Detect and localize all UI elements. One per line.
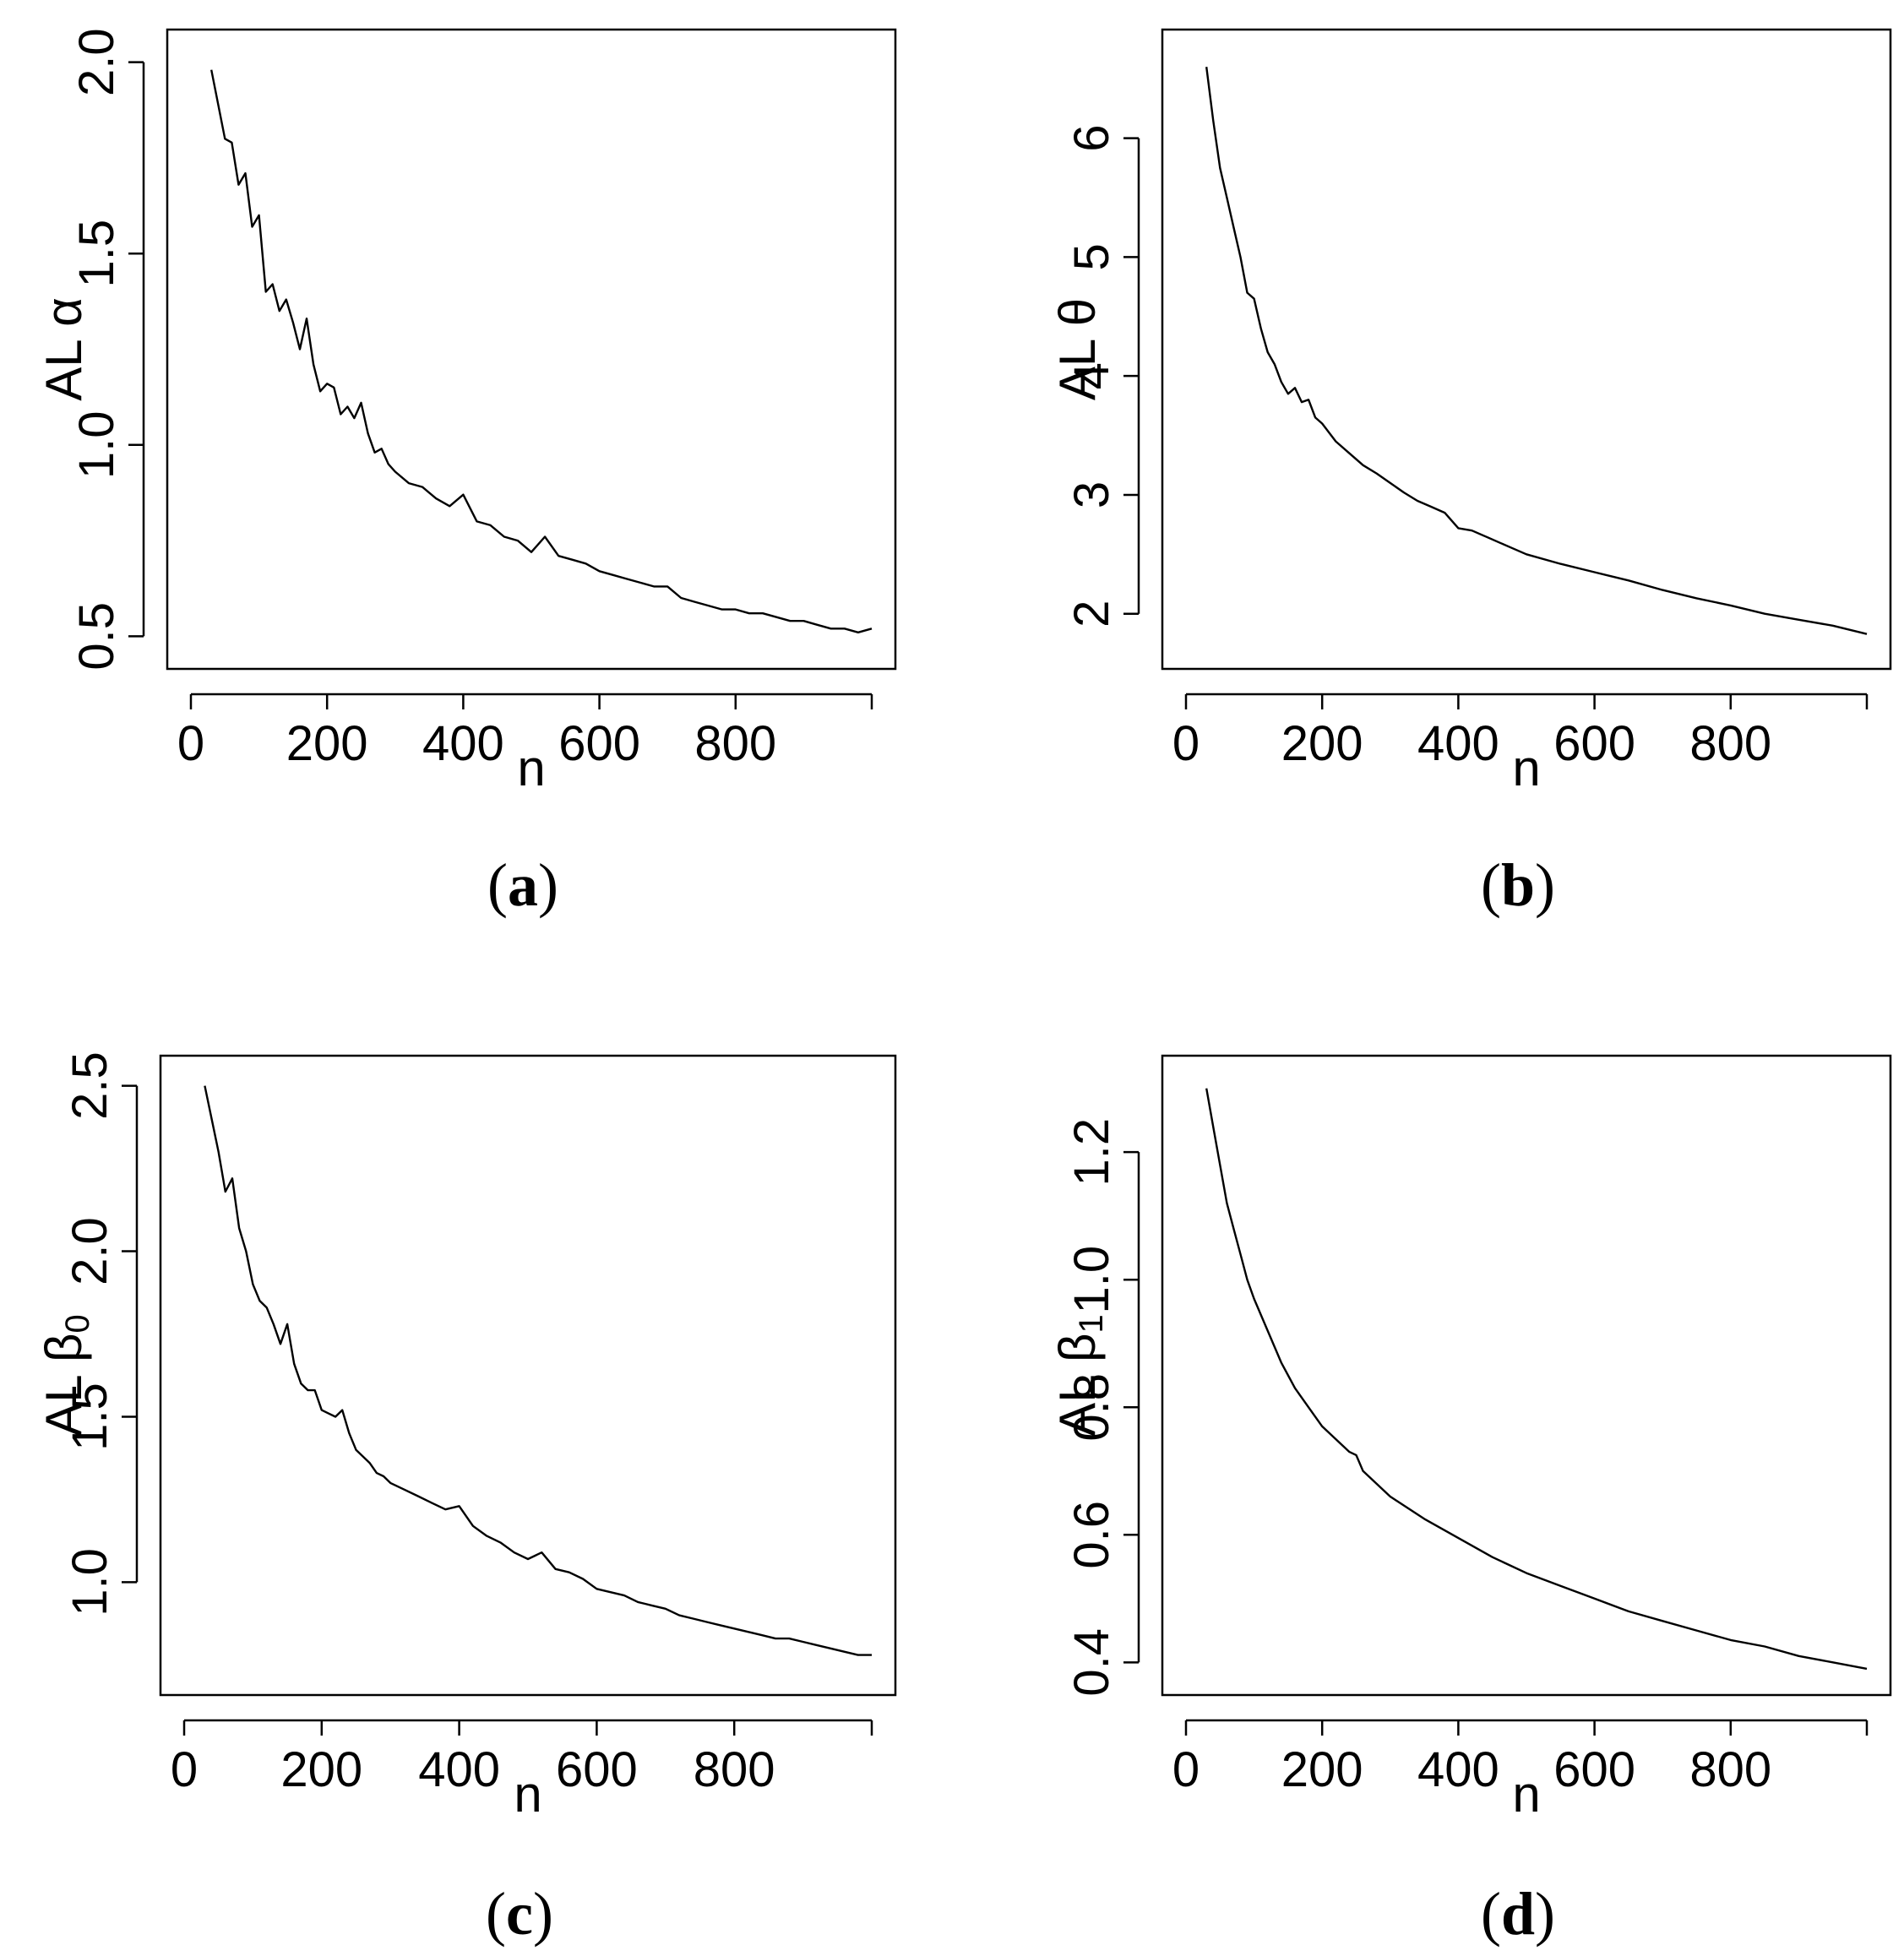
y-tick-label: 0.6 <box>1064 1501 1119 1569</box>
panel-caption: (a) <box>487 851 558 919</box>
x-tick-label: 200 <box>1281 1742 1363 1797</box>
series-line <box>210 69 873 633</box>
caption-letter: b <box>1501 851 1535 919</box>
caption-letter: c <box>506 1880 533 1948</box>
panel-a: 0 200 400 600 800 n 0.5 1.0 1.5 2.0 AL α (a) <box>35 28 897 919</box>
caption-close-paren: ) <box>533 1880 553 1948</box>
caption-close-paren: ) <box>538 851 558 919</box>
y-axis-label-subscript: 1 <box>1073 1314 1110 1333</box>
caption-open-paren: ( <box>1481 851 1501 919</box>
y-axis-label: AL β1 <box>1049 1314 1110 1437</box>
caption-letter: d <box>1501 1880 1535 1948</box>
y-tick-label: 3 <box>1064 481 1119 508</box>
x-tick-label: 200 <box>1281 716 1363 771</box>
x-tick-label: 200 <box>286 716 368 771</box>
caption-open-paren: ( <box>487 851 508 919</box>
plot-frame <box>166 28 897 671</box>
y-tick-label: 2 <box>1064 600 1119 628</box>
y-axis-label-prefix: AL <box>35 1362 92 1437</box>
y-axis-label-prefix: AL <box>1049 326 1106 400</box>
x-axis-label: n <box>1512 1766 1540 1823</box>
y-axis-label-prefix: AL <box>35 327 92 401</box>
y-tick-label: 2.0 <box>63 1217 117 1285</box>
x-axis-label: n <box>514 1766 541 1823</box>
y-axis-label-symbol: α <box>35 297 92 327</box>
y-tick-label: 0.5 <box>69 602 124 671</box>
x-tick-label: 400 <box>1417 1742 1499 1797</box>
y-axis-label: AL β0 <box>35 1314 96 1437</box>
x-tick-label: 600 <box>1553 1742 1635 1797</box>
x-tick-label: 0 <box>171 1742 198 1797</box>
y-tick-label: 0.4 <box>1064 1628 1119 1697</box>
x-axis-label: n <box>517 740 545 796</box>
x-tick-label: 600 <box>556 1742 638 1797</box>
x-tick-label: 600 <box>1553 716 1635 771</box>
x-tick-label: 400 <box>418 1742 500 1797</box>
y-axis-label-symbol: β <box>35 1333 92 1362</box>
series-line <box>204 1085 872 1656</box>
x-tick-label: 200 <box>280 1742 362 1797</box>
y-axis-label-symbol: θ <box>1049 298 1106 326</box>
series-line <box>1205 1088 1868 1671</box>
y-tick-label: 6 <box>1064 124 1119 151</box>
caption-open-paren: ( <box>486 1880 506 1948</box>
x-tick-label: 0 <box>177 716 204 771</box>
x-axis-label: n <box>1512 740 1540 796</box>
y-axis-label: AL α <box>35 297 92 401</box>
x-tick-label: 800 <box>1689 716 1771 771</box>
y-tick-label: 1.5 <box>69 220 124 288</box>
caption-open-paren: ( <box>1481 1880 1501 1948</box>
x-tick-label: 800 <box>694 1742 775 1797</box>
plot-frame <box>1161 1054 1892 1697</box>
x-tick-label: 400 <box>422 716 504 771</box>
y-tick-label: 2.0 <box>69 28 124 96</box>
panel-caption: (b) <box>1481 851 1555 919</box>
y-tick-label: 0.8 <box>1064 1373 1119 1442</box>
y-axis-label: AL θ <box>1049 298 1106 400</box>
y-axis-label-symbol: β <box>1049 1333 1106 1362</box>
caption-letter: a <box>508 851 538 919</box>
y-axis-label-prefix: AL <box>1049 1362 1106 1437</box>
x-tick-label: 0 <box>1172 1742 1200 1797</box>
x-tick-label: 600 <box>558 716 640 771</box>
y-tick-label: 5 <box>1064 243 1119 270</box>
y-tick-label: 1.5 <box>63 1383 117 1451</box>
panel-b: 0 200 400 600 800 n 2 3 4 5 6 AL θ (b) <box>1049 28 1892 919</box>
panel-d: 0 200 400 600 800 n 0.4 0.6 0.8 1.0 1.2 AL β1 (d) <box>1049 1054 1892 1948</box>
y-tick-label: 1.0 <box>69 410 124 479</box>
x-tick-label: 400 <box>1417 716 1499 771</box>
x-tick-label: 800 <box>1689 1742 1771 1797</box>
y-tick-label: 1.0 <box>63 1548 117 1616</box>
caption-close-paren: ) <box>1535 851 1555 919</box>
panel-caption: (d) <box>1481 1880 1555 1948</box>
y-tick-label: 1.0 <box>1064 1246 1119 1314</box>
panel-caption: (c) <box>486 1880 553 1948</box>
y-tick-label: 1.2 <box>1064 1118 1119 1187</box>
plot-frame <box>1161 28 1892 671</box>
y-tick-label: 4 <box>1064 362 1119 389</box>
x-tick-label: 800 <box>694 716 776 771</box>
plot-frame <box>159 1054 897 1697</box>
caption-close-paren: ) <box>1535 1880 1555 1948</box>
series-line <box>1205 67 1868 635</box>
y-axis-label-subscript: 0 <box>59 1314 96 1333</box>
x-tick-label: 0 <box>1172 716 1200 771</box>
y-tick-label: 2.5 <box>63 1051 117 1120</box>
